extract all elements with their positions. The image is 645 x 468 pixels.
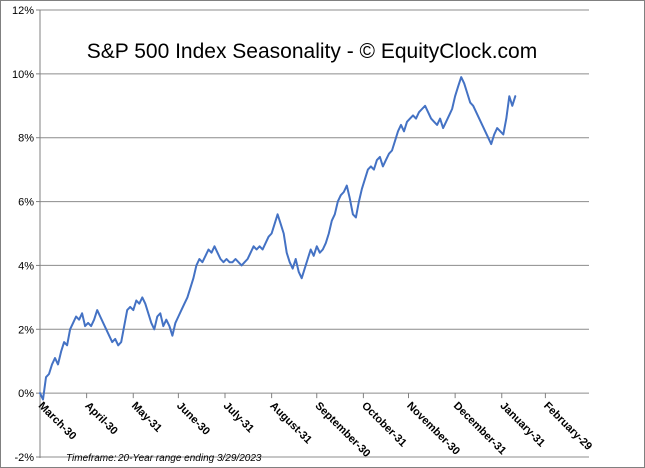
y-tick-label-0: -2% xyxy=(14,452,34,464)
gridlines xyxy=(40,9,589,458)
y-tick-label-4: 6% xyxy=(18,197,34,209)
series-layer xyxy=(39,76,517,401)
footer-label: Timeframe: xyxy=(66,453,117,464)
y-axis-ticks: -2% 0% 2% 4% 6% 8% 10% 12% xyxy=(12,5,40,464)
y-tick-label-1: 0% xyxy=(18,388,34,400)
y-tick-label-6: 10% xyxy=(12,69,34,81)
y-tick-label-2: 2% xyxy=(18,324,34,336)
y-tick-label-7: 12% xyxy=(12,5,34,17)
footer-value: 20-Year range ending 3/29/2023 xyxy=(117,453,262,464)
y-tick-label-5: 8% xyxy=(18,133,34,145)
y-tick-label-3: 4% xyxy=(18,260,34,272)
series-line-0 xyxy=(39,76,517,401)
chart-title: S&P 500 Index Seasonality - © EquityCloc… xyxy=(87,40,537,63)
